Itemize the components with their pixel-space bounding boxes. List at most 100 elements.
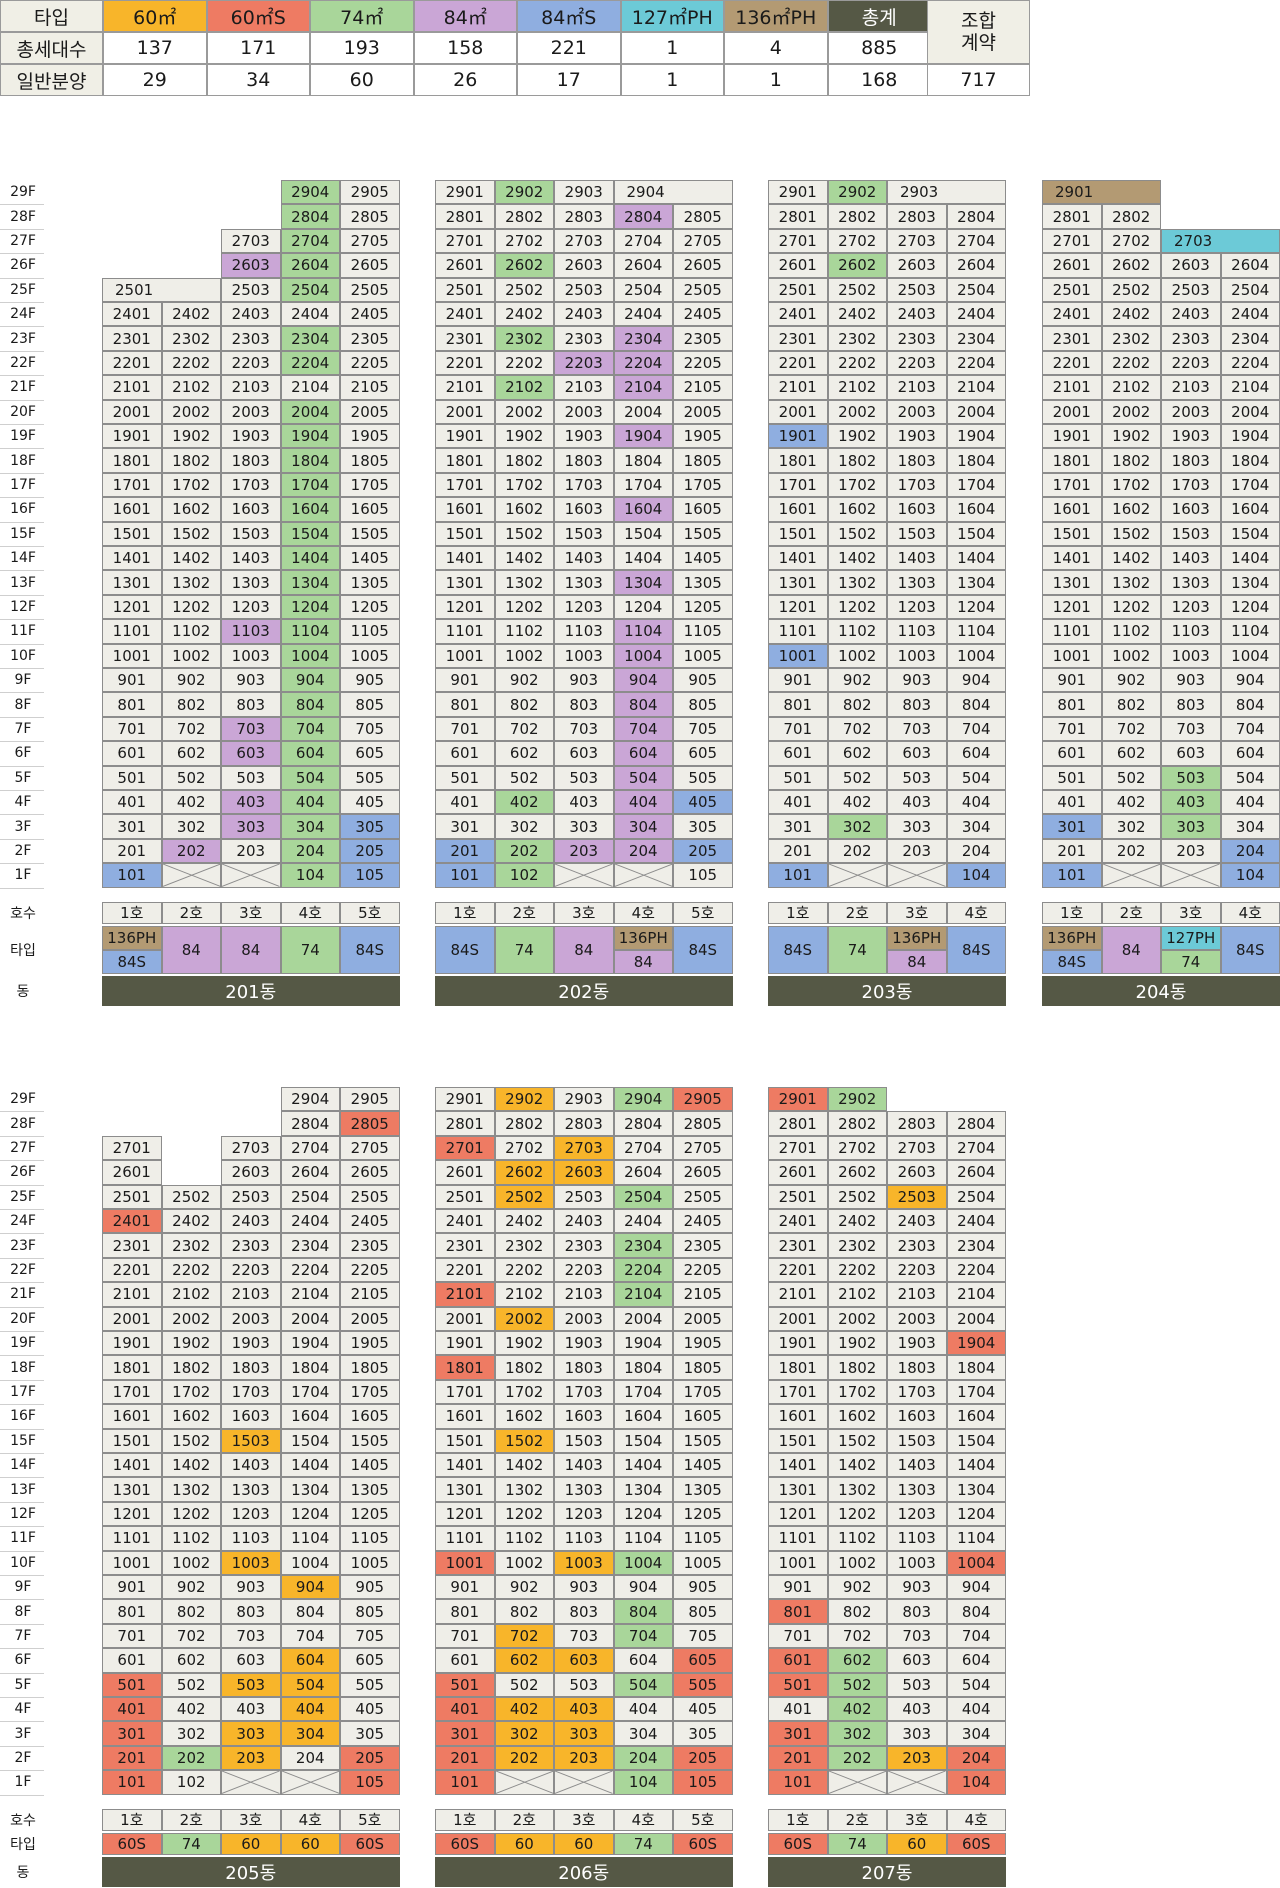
floor-label: 13F <box>10 1481 36 1498</box>
unit-cell: 601 <box>435 741 495 766</box>
unit-cell: 1704 <box>613 1379 673 1405</box>
unit-cell: 2604 <box>1220 253 1280 278</box>
unit-cell: 302 <box>1101 814 1161 839</box>
unit-cell: 1104 <box>1220 619 1280 644</box>
unit-cell: 2801 <box>435 1111 495 1136</box>
unit-cell: 1801 <box>435 1355 495 1380</box>
unit-cell: 1104 <box>280 1526 340 1551</box>
floor-separator <box>0 1453 44 1454</box>
unit-cell: 1103 <box>887 1526 947 1551</box>
floor-separator <box>0 716 44 718</box>
unit-cell: 1401 <box>768 1453 828 1478</box>
unit-cell: 1905 <box>673 424 733 449</box>
unit-cell: 1901 <box>435 424 495 449</box>
unit-cell: 2701 <box>435 228 495 254</box>
summary-row-label: 일반분양 <box>0 64 103 96</box>
floor-separator <box>0 375 44 377</box>
unit-cell: 902 <box>1101 668 1161 693</box>
unit-cell: 704 <box>613 1623 673 1649</box>
unit-cell: 1402 <box>494 1453 554 1478</box>
unit-cell: 1602 <box>827 1404 887 1429</box>
floor-label: 16F <box>10 501 36 518</box>
unit-type: 60 <box>221 1832 281 1855</box>
unit-cell: 2502 <box>494 1184 554 1209</box>
unit-cell: 2805 <box>340 1111 400 1136</box>
unit-cell: 503 <box>221 1672 281 1697</box>
unit-cell: 2705 <box>340 228 400 254</box>
unit-cell: 302 <box>494 814 554 839</box>
floor-label: 7F <box>14 720 32 737</box>
unit-cell: 705 <box>673 1623 733 1649</box>
unit-cell: 1904 <box>1220 424 1280 449</box>
floor-label: 11F <box>10 623 36 640</box>
unit-cell: 2104 <box>1220 375 1280 400</box>
unit-cell: 104 <box>946 1770 1006 1795</box>
unit-header: 5호 <box>340 901 400 924</box>
unit-cell: 2203 <box>1161 350 1221 376</box>
unit-cell: 1303 <box>554 570 614 595</box>
floor-separator <box>0 1745 44 1747</box>
unit-cell: 2005 <box>673 399 733 424</box>
unit-cell: 2404 <box>280 302 340 327</box>
unit-cell: 302 <box>494 1721 554 1746</box>
unit-cell: 2003 <box>887 1306 947 1331</box>
unit-cell: 1902 <box>494 424 554 449</box>
unit-cell: 1801 <box>1042 448 1102 473</box>
unit-cell: 2402 <box>494 302 554 327</box>
unit-cell: 2003 <box>554 1306 614 1331</box>
unit-cell: 2601 <box>1042 253 1102 278</box>
unit-cell: 2001 <box>102 399 162 424</box>
unit-cell: 1305 <box>340 570 400 595</box>
unit-cell: 2202 <box>161 350 221 376</box>
unit-cell: 2602 <box>494 1160 554 1185</box>
unit-cell: 1601 <box>768 1404 828 1429</box>
unit-cell: 2702 <box>1101 228 1161 254</box>
unit-cell: 601 <box>768 1648 828 1673</box>
unit-cell: 904 <box>946 1575 1006 1600</box>
unit-cell: 2703 <box>554 228 614 254</box>
unit-cell: 2004 <box>280 399 340 424</box>
unit-cell: 2604 <box>280 1160 340 1185</box>
unit-cell: 905 <box>340 1575 400 1600</box>
unit-cell: 1503 <box>887 521 947 546</box>
unit-cell: 2702 <box>494 1135 554 1161</box>
unit-cell: 1903 <box>887 424 947 449</box>
unit-cell: 1404 <box>280 1453 340 1478</box>
unit-header: 3호 <box>221 1808 281 1831</box>
unit-cell: 1703 <box>1161 472 1221 498</box>
unit-header: 3호 <box>1161 901 1221 924</box>
unit-cell: 1501 <box>102 1428 162 1453</box>
unit-cell: 805 <box>340 692 400 717</box>
unit-cell: 2002 <box>494 1306 554 1331</box>
floor-label: 4F <box>14 794 32 811</box>
unit-cell: 405 <box>340 790 400 815</box>
unit-cell: 2402 <box>161 1209 221 1234</box>
floor-label: 27F <box>10 1139 36 1156</box>
unit-cell: 902 <box>161 1575 221 1600</box>
unit-cell: 802 <box>494 1599 554 1624</box>
unit-cell: 2903 <box>554 1087 614 1112</box>
unit-cell: 1704 <box>1220 472 1280 498</box>
unit-cell: 404 <box>280 790 340 815</box>
unit-cell: 2302 <box>161 326 221 351</box>
unit-cell: 2301 <box>435 1233 495 1258</box>
unit-cell: 2704 <box>946 228 1006 254</box>
unit-cell: 2904 <box>613 180 733 205</box>
floor-separator <box>0 326 44 328</box>
unit-cell: 2402 <box>1101 302 1161 327</box>
unit-cell: 1103 <box>221 619 281 644</box>
unit-cell: 302 <box>827 814 887 839</box>
unit-cell: 2902 <box>494 1087 554 1112</box>
unit-type: 84S <box>435 925 495 974</box>
unit-cell: 602 <box>827 741 887 766</box>
unit-cell: 204 <box>613 1745 673 1771</box>
unit-cell: 501 <box>1042 765 1102 790</box>
unit-cell: 402 <box>827 1697 887 1722</box>
unit-cell: 2904 <box>280 180 340 205</box>
unit-header: 5호 <box>673 901 733 924</box>
floor-separator <box>0 1648 44 1650</box>
unit-cell: 2104 <box>946 1282 1006 1307</box>
floor-separator <box>0 253 44 255</box>
unit-type: 84 <box>161 925 221 974</box>
unit-cell: 1201 <box>435 1501 495 1527</box>
